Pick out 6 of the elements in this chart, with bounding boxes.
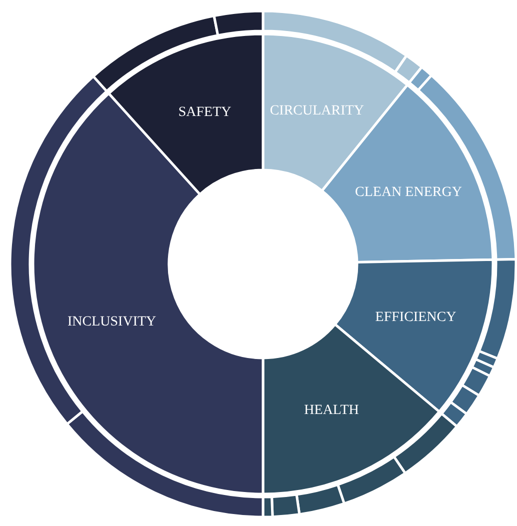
slice-label: HEALTH bbox=[304, 403, 359, 418]
slice-label: CIRCULARITY bbox=[270, 103, 364, 118]
slice-label: SAFETY bbox=[178, 105, 232, 120]
slice-label: INCLUSIVITY bbox=[67, 314, 156, 330]
slice-label: EFFICIENCY bbox=[375, 310, 456, 326]
slice-label: CLEAN ENERGY bbox=[355, 184, 462, 200]
